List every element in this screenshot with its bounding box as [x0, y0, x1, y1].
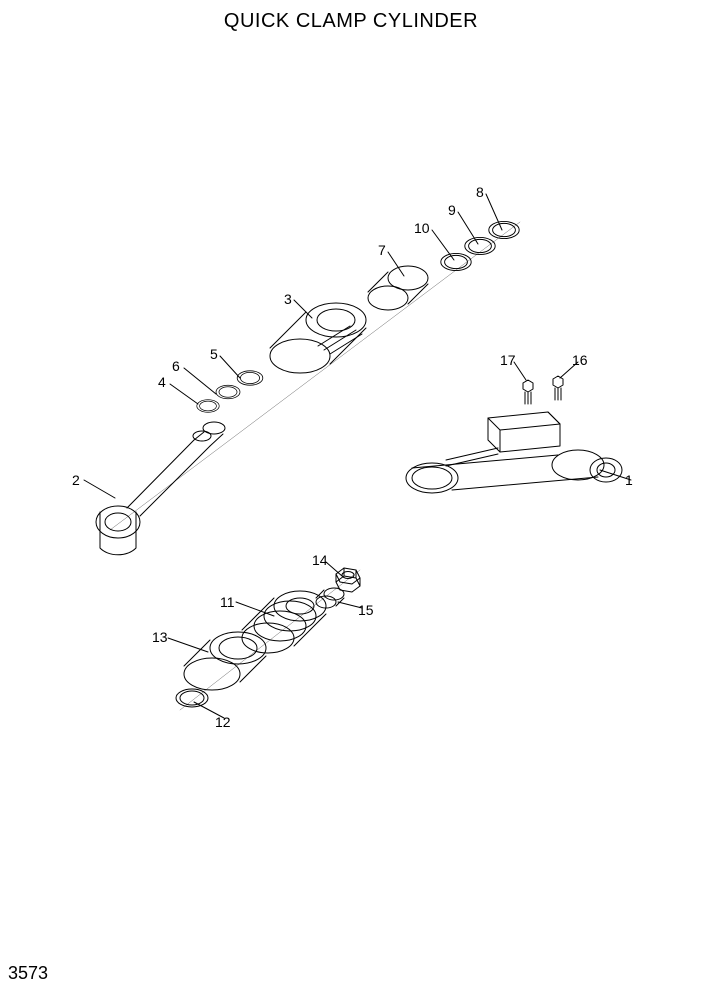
- part-rod: [96, 422, 225, 555]
- part-rings-456: [197, 371, 263, 413]
- part-piston: [242, 591, 326, 653]
- part-nut: [336, 568, 360, 592]
- part-spacer: [316, 588, 344, 608]
- axis-guide: [110, 222, 520, 530]
- part-wear-ring: [176, 689, 208, 707]
- part-tube: [406, 412, 622, 493]
- exploded-diagram: [0, 0, 702, 992]
- part-gland: [270, 303, 366, 373]
- part-bolts: [523, 376, 563, 404]
- part-rings-8910: [441, 221, 519, 270]
- part-sleeve-13: [184, 632, 266, 690]
- part-bushing: [368, 266, 428, 310]
